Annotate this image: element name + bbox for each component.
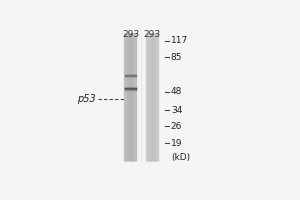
Text: p53: p53: [77, 94, 96, 104]
Text: (kD): (kD): [172, 153, 191, 162]
Text: 117: 117: [171, 36, 188, 45]
Text: 34: 34: [171, 106, 182, 115]
Text: 293: 293: [122, 30, 139, 39]
Text: 293: 293: [144, 30, 161, 39]
Text: 26: 26: [171, 122, 182, 131]
Text: 48: 48: [171, 87, 182, 96]
Text: 19: 19: [171, 139, 182, 148]
Text: 85: 85: [171, 53, 182, 62]
